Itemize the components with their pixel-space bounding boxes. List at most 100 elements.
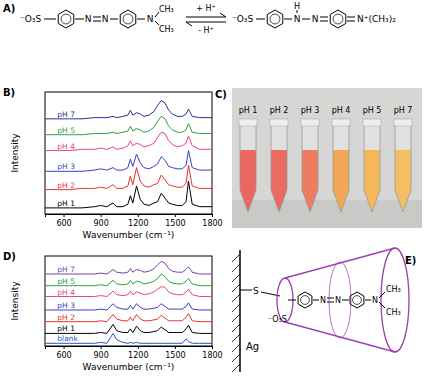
series-label: pH 3 — [57, 162, 75, 171]
amine-n: N — [372, 296, 378, 305]
vial-tube — [302, 126, 318, 212]
vial-tube — [271, 126, 287, 212]
panel-a: A)⁻O₃SNNNCH₃CH₃+ H⁺- H⁺⁻O₃SNHNN⁺(CH₃)₂ — [3, 2, 396, 35]
x-tick-mark — [64, 346, 65, 349]
x-axis-title: Wavenumber (cm⁻¹) — [83, 362, 175, 372]
figure: A)⁻O₃SNNNCH₃CH₃+ H⁺- H⁺⁻O₃SNHNN⁺(CH₃)₂B)… — [0, 0, 427, 376]
proton: H — [294, 2, 300, 11]
bond — [379, 302, 385, 308]
benzene-ring — [330, 10, 346, 28]
x-tick-label: 600 — [56, 219, 71, 228]
photo-background — [232, 88, 422, 228]
benzene-ring — [120, 10, 136, 28]
x-tick: 600 — [56, 214, 71, 228]
x-tick-label: 900 — [94, 351, 109, 360]
x-tick-mark — [212, 346, 213, 349]
surface-hatch — [232, 324, 240, 332]
vial-label: pH 4 — [332, 106, 351, 115]
bond — [320, 21, 328, 22]
bond — [93, 17, 101, 18]
vial-label: pH 2 — [270, 106, 289, 115]
benzene-ring — [267, 10, 283, 28]
bond — [240, 290, 252, 291]
x-tick: 1500 — [165, 346, 185, 360]
surface-hatch — [232, 314, 240, 322]
series-label: pH 5 — [57, 277, 75, 286]
series-label: blank — [57, 334, 78, 343]
series-label: pH 2 — [57, 313, 75, 322]
cyclodextrin-inner — [329, 262, 351, 338]
cyclodextrin-wall — [285, 248, 395, 278]
panel-label: B) — [3, 87, 15, 98]
azo-n: N — [335, 296, 341, 305]
azo-n: N — [312, 14, 319, 24]
x-tick-label: 600 — [56, 351, 71, 360]
surface-hatch — [232, 334, 240, 342]
x-tick: 1500 — [165, 214, 185, 228]
x-axis: 600 900 1200 1500 1800 — [46, 214, 223, 228]
x-tick: 1800 — [202, 346, 222, 360]
bond — [75, 19, 84, 20]
plot-area — [45, 261, 212, 343]
x-tick-label: 900 — [94, 219, 109, 228]
panel-label: C) — [215, 89, 227, 100]
x-tick-mark — [64, 214, 65, 217]
vial-cap — [270, 119, 288, 126]
azo-n: N — [85, 14, 92, 24]
x-tick-mark — [101, 214, 102, 217]
x-tick: 900 — [94, 346, 109, 360]
cyclodextrin-wall — [285, 322, 395, 352]
x-tick: 600 — [56, 346, 71, 360]
bond — [288, 300, 296, 301]
surface-hatch — [232, 274, 240, 282]
x-axis-line — [46, 347, 213, 350]
bond — [302, 19, 310, 20]
x-tick-label: 1800 — [202, 351, 222, 360]
x-tick: 1800 — [202, 214, 222, 228]
ring-inner — [301, 296, 310, 305]
plot-frame — [45, 92, 212, 214]
arrow-head — [186, 22, 192, 26]
x-tick-mark — [101, 346, 102, 349]
x-axis-line — [46, 215, 213, 218]
x-tick-label: 1200 — [128, 219, 148, 228]
vial-cap — [301, 119, 319, 126]
arrow — [186, 22, 226, 23]
panel-c: C)pH 1pH 2pH 3pH 4pH 5pH 7 — [215, 88, 422, 228]
spectrum-line — [45, 314, 212, 322]
bond — [44, 19, 56, 20]
series-label: pH 2 — [57, 181, 75, 190]
methyl: CH₃ — [159, 25, 174, 34]
x-tick: 1200 — [128, 346, 148, 360]
spectrum-line — [45, 101, 212, 119]
bond — [313, 300, 319, 301]
bond — [137, 19, 145, 20]
amine: N⁺(CH₃)₂ — [357, 14, 396, 24]
plot-frame — [45, 256, 212, 346]
series-label: pH 4 — [57, 142, 75, 151]
sulfonate: ⁻O₃S — [20, 14, 41, 24]
benzene-ring — [58, 10, 74, 28]
series-label: pH 4 — [57, 288, 75, 297]
x-tick-label: 1800 — [202, 219, 222, 228]
bond — [284, 19, 292, 20]
series-label: pH 3 — [57, 301, 75, 310]
x-tick: 1200 — [128, 214, 148, 228]
chart-d: D)blankpH 1pH 2pH 3pH 4pH 5pH 7600900120… — [3, 251, 223, 372]
azo-n: N — [294, 14, 301, 24]
vial-tube — [395, 126, 411, 212]
x-tick-label: 1500 — [165, 219, 185, 228]
x-axis-title: Wavenumber (cm⁻¹) — [83, 230, 175, 240]
vial-label: pH 7 — [394, 106, 413, 115]
x-tick-label: 1500 — [165, 351, 185, 360]
methyl: CH₃ — [386, 308, 401, 317]
vial-cap — [239, 119, 257, 126]
x-tick-mark — [138, 214, 139, 217]
surface-hatch — [232, 364, 240, 372]
x-tick-mark — [175, 214, 176, 217]
spectrum-line — [45, 324, 212, 333]
x-tick-label: 1200 — [128, 351, 148, 360]
amine-n: N — [147, 14, 154, 24]
x-axis: 600 900 1200 1500 1800 — [46, 346, 223, 360]
surface-hatch — [232, 264, 240, 272]
